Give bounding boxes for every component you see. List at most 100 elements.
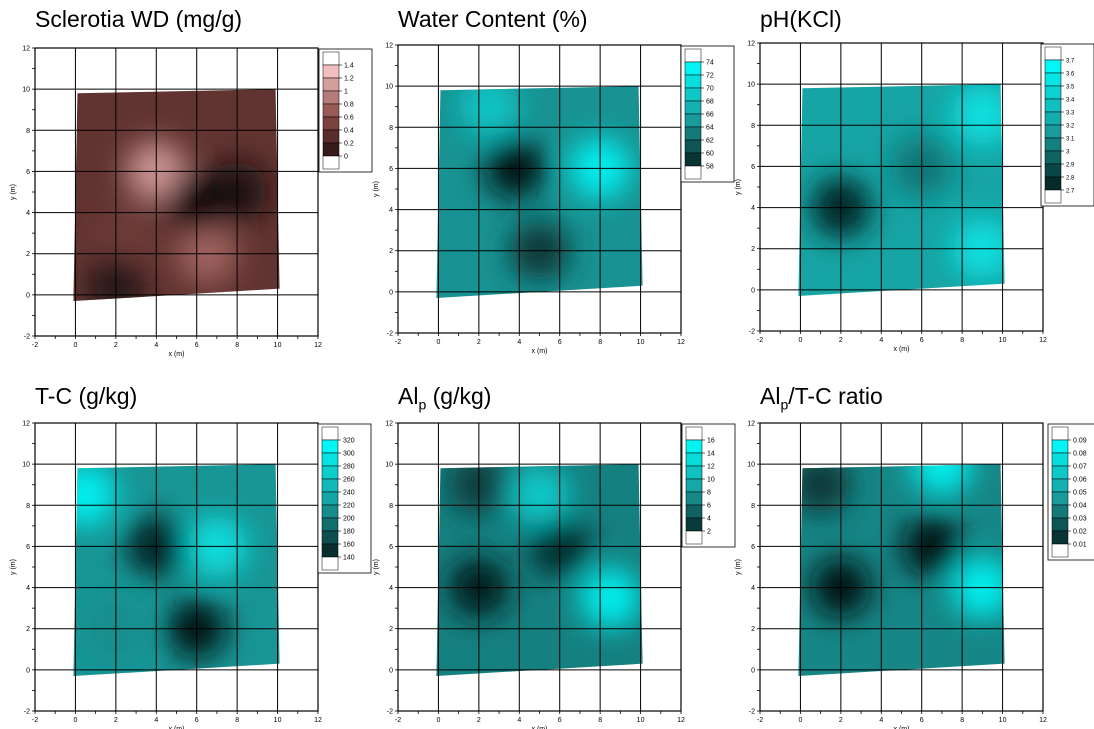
y-tick-label: 6 [26, 169, 30, 176]
colorbar-tick-label: 320 [343, 438, 355, 445]
y-tick-label: 4 [26, 585, 30, 592]
x-tick-label: -2 [757, 717, 763, 724]
colorbar-tick-label: 0.4 [344, 128, 354, 135]
x-tick-label: 10 [274, 342, 282, 349]
colorbar-tick-label: 0.07 [1073, 464, 1087, 471]
chart-title-text: Al [398, 383, 419, 409]
heatmap-hotspot [448, 464, 509, 515]
y-tick-label: 10 [747, 82, 755, 89]
colorbar-tick-label: 0.06 [1073, 477, 1087, 484]
colorbar-tick-label: 14 [707, 451, 715, 458]
y-tick-label: 2 [389, 248, 393, 255]
heatmap-hotspot [509, 465, 570, 525]
y-tick-label: 0 [389, 667, 393, 674]
colorbar-tick-label: 58 [706, 164, 714, 171]
colorbar-tick-label: 4 [707, 516, 711, 523]
heatmap-hotspot [186, 516, 247, 577]
chart-title-text: Sclerotia WD (mg/g) [35, 6, 243, 32]
y-tick-label: 4 [26, 210, 30, 217]
x-tick-label: 8 [598, 717, 602, 724]
colorbar-tick-label: 0 [344, 154, 348, 161]
heatmap-hotspot [891, 136, 952, 197]
y-tick-label: 4 [389, 585, 393, 592]
heatmap-hotspot [911, 464, 972, 495]
y-tick-label: -2 [749, 709, 755, 716]
x-tick-label: 4 [517, 717, 521, 724]
x-tick-label: 12 [677, 339, 685, 346]
y-axis-label: y (m) [735, 179, 742, 195]
colorbar-tick-label: 240 [343, 490, 355, 497]
colorbar-tick-label: 300 [343, 451, 355, 458]
colorbar-tick-label: 0.02 [1073, 529, 1087, 536]
colorbar-tick-label: 2 [707, 529, 711, 536]
colorbar-tick-label: 3.7 [1066, 59, 1075, 65]
gridlines [759, 422, 1044, 712]
y-tick-label: 10 [22, 87, 30, 94]
x-tick-label: 12 [314, 342, 322, 349]
y-tick-label: 12 [22, 46, 30, 53]
colorbar-tick-label: 66 [706, 112, 714, 119]
y-tick-label: 12 [747, 421, 755, 428]
colorbar-tick-label: 200 [343, 516, 355, 523]
y-axis-label: y (m) [373, 181, 380, 197]
x-tick-label: -2 [395, 339, 401, 346]
chart-title: pH(KCl) [760, 8, 842, 31]
colorbar-tick-label: 64 [706, 125, 714, 132]
y-tick-label: 4 [389, 207, 393, 214]
heatmap-hotspot [126, 516, 187, 577]
y-tick-label: 4 [751, 205, 755, 212]
x-tick-label: 4 [879, 717, 883, 724]
x-tick-label: 8 [960, 337, 964, 344]
heatmap-hotspot [798, 464, 851, 515]
colorbar-tick-label: 2.8 [1066, 176, 1075, 182]
x-tick-label: 8 [960, 717, 964, 724]
colorbar-tick-label: 3.3 [1066, 111, 1075, 117]
y-tick-label: 6 [751, 544, 755, 551]
y-axis-label: y (m) [373, 559, 380, 575]
colorbar: 16 14 12 10 8 6 4 2 [681, 423, 736, 548]
y-axis-label: y (m) [735, 559, 742, 575]
x-tick-label: 10 [637, 339, 645, 346]
colorbar: 74 72 70 68 66 64 62 60 58 [680, 45, 735, 183]
heatmap-hotspot [485, 138, 546, 199]
heatmap-hotspot [166, 172, 227, 233]
colorbar-tick-label: 0.03 [1073, 516, 1087, 523]
chart-title-text: Water Content (%) [398, 6, 588, 32]
colorbar-tick-label: 1.4 [344, 63, 354, 70]
y-tick-label: 12 [385, 43, 393, 50]
y-tick-label: 2 [389, 626, 393, 633]
colorbar-tick-label: 260 [343, 477, 355, 484]
colorbar-tick-label: 0.6 [344, 115, 354, 122]
colorbar: 0.09 0.08 0.07 0.06 0.05 0.04 0.03 0.02 0.01 [1047, 423, 1094, 561]
x-tick-label: 10 [637, 717, 645, 724]
heatmap-hotspot [126, 141, 187, 202]
x-axis-label: x (m) [894, 346, 910, 353]
x-tick-label: 4 [154, 717, 158, 724]
gridlines [397, 422, 682, 712]
y-tick-label: 2 [751, 626, 755, 633]
heatmap-hotspot [166, 598, 227, 659]
colorbar-tick-label: 140 [343, 555, 355, 562]
y-axis-label: y (m) [10, 559, 17, 575]
heatmap-hotspot [952, 218, 1005, 279]
x-tick-label: 10 [999, 337, 1007, 344]
x-tick-label: 4 [517, 339, 521, 346]
x-tick-label: 6 [558, 717, 562, 724]
chart-title-text: pH(KCl) [760, 6, 842, 32]
x-tick-label: -2 [32, 717, 38, 724]
x-tick-label: 6 [920, 717, 924, 724]
y-tick-label: 6 [751, 164, 755, 171]
heatmap-hotspot [580, 567, 641, 628]
x-tick-label: 2 [114, 342, 118, 349]
chart-title-rest: (g/kg) [426, 383, 492, 409]
x-tick-label: 2 [839, 337, 843, 344]
x-tick-label: 8 [235, 717, 239, 724]
y-tick-label: 0 [751, 667, 755, 674]
colorbar-tick-label: 6 [707, 503, 711, 510]
x-tick-label: 0 [73, 717, 77, 724]
colorbar-tick-label: 3 [1066, 150, 1070, 156]
chart-title: Sclerotia WD (mg/g) [35, 8, 242, 31]
x-tick-label: 10 [999, 717, 1007, 724]
